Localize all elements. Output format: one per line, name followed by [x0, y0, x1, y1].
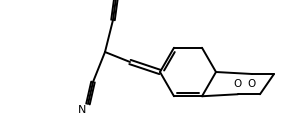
Text: O: O [234, 79, 242, 89]
Text: O: O [248, 79, 256, 89]
Text: N: N [78, 105, 86, 115]
